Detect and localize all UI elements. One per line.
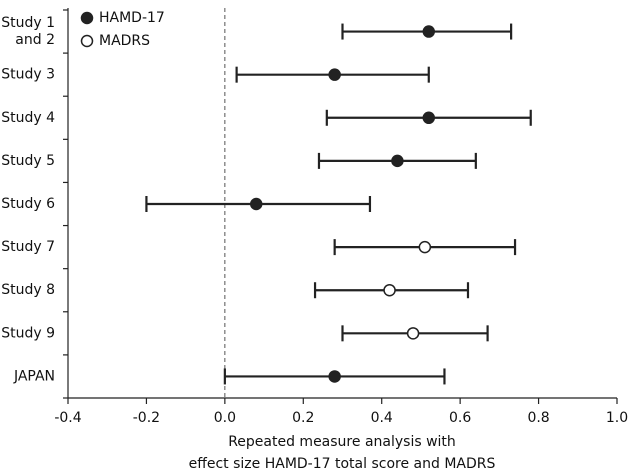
x-tick-label: 0.0	[214, 410, 236, 426]
x-tick-label: 0.2	[292, 410, 314, 426]
point	[422, 111, 436, 125]
point	[328, 68, 341, 81]
y-tick-label: Study 4	[1, 110, 55, 126]
y-tick-label: JAPAN	[13, 368, 55, 384]
legend-label: MADRS	[99, 33, 150, 49]
point	[418, 240, 432, 254]
y-tick-label: Study 5	[1, 153, 55, 169]
x-tick-label: -0.4	[54, 410, 81, 426]
x-tick-label: -0.2	[133, 410, 160, 426]
point	[406, 327, 420, 340]
x-axis-label: Repeated measure analysis with	[228, 434, 456, 450]
point	[422, 25, 436, 38]
point	[391, 154, 404, 168]
y-tick-label: Study 6	[1, 196, 55, 212]
x-tick-label: 0.6	[449, 410, 471, 426]
y-tick-label: Study 9	[1, 325, 55, 341]
point	[328, 370, 341, 383]
x-tick-label: 0.8	[527, 410, 549, 426]
legend-marker	[80, 11, 94, 25]
point	[249, 197, 263, 211]
y-tick-label: Study 7	[1, 239, 55, 255]
y-tick-label: Study 8	[1, 282, 55, 298]
x-axis-label: effect size HAMD-17 total score and MADR…	[189, 456, 496, 472]
x-tick-label: 1.0	[606, 410, 628, 426]
x-tick-label: 0.4	[371, 410, 393, 426]
legend-label: HAMD-17	[99, 10, 165, 26]
y-tick-label: Study 1 and 2	[1, 15, 55, 48]
y-tick-label: Study 3	[1, 67, 55, 83]
legend-marker	[80, 34, 94, 48]
point	[383, 283, 396, 297]
